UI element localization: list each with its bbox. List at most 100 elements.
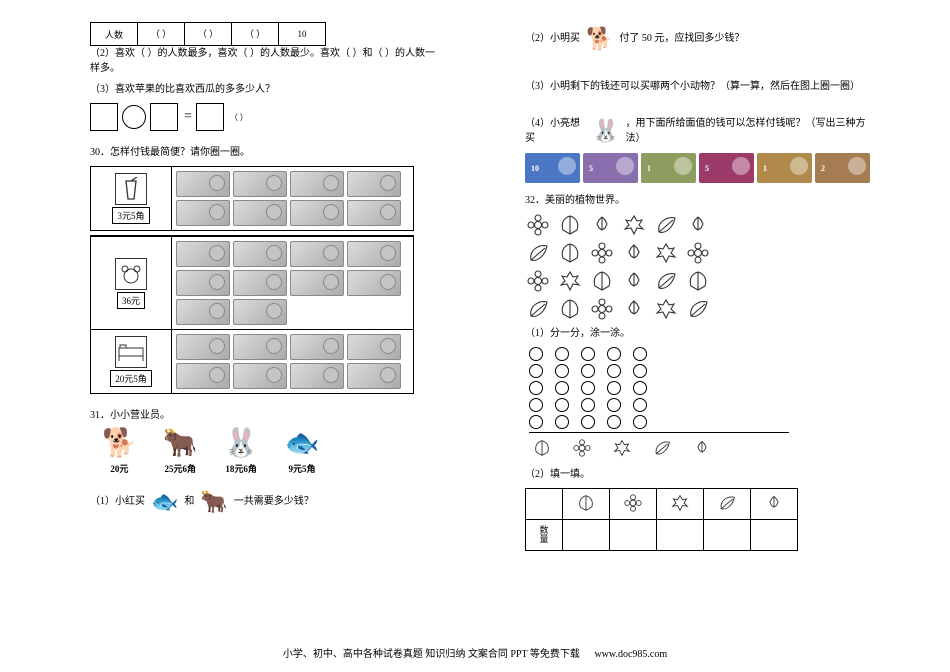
tally-circle[interactable] [581, 347, 595, 361]
tally-col-ginkgo[interactable] [529, 347, 543, 429]
tally-col-maple[interactable] [581, 347, 595, 429]
tally-col-rose[interactable] [633, 347, 647, 429]
q32-count-table: 数量 [525, 488, 798, 551]
tally-circle[interactable] [607, 398, 621, 412]
tally-circle[interactable] [555, 381, 569, 395]
tally-circle[interactable] [581, 381, 595, 395]
plant-leaf [655, 214, 677, 236]
banknote[interactable] [347, 200, 401, 226]
q31-sub1: （1）小红买 🐟 和 🐂 一共需要多少钱？ [90, 485, 435, 518]
banknote[interactable] [176, 334, 230, 360]
banknote[interactable] [233, 241, 287, 267]
banknote[interactable] [347, 334, 401, 360]
q29-cell-1[interactable]: （ ） [185, 23, 232, 46]
q31-sub2b: 付了 50 元，应找回多少钱？ [619, 31, 744, 46]
banknote[interactable] [233, 334, 287, 360]
tally-col-leaf[interactable] [607, 347, 621, 429]
page-footer: 小学、初中、高中各种试卷真题 知识归纳 文案合同 PPT 等免费下载 www.d… [0, 645, 950, 660]
q29-sub3: （3）喜欢苹果的比喜欢西瓜的多多少人？ [90, 82, 435, 97]
tally-circle[interactable] [607, 415, 621, 429]
banknote[interactable] [233, 171, 287, 197]
q30-title: 30．怎样付钱最简便？请你圈一圈。 [90, 145, 435, 160]
tbl-cell[interactable] [704, 520, 751, 551]
tbl-head-rose [751, 489, 798, 520]
tally-circle[interactable] [555, 364, 569, 378]
tally-circle[interactable] [607, 347, 621, 361]
q31-sub1c: 一共需要多少钱？ [234, 494, 314, 509]
bill-5: 5 [583, 153, 638, 183]
tally-circle[interactable] [555, 347, 569, 361]
footer-text: 小学、初中、高中各种试卷真题 知识归纳 文案合同 PPT 等免费下载 [283, 649, 580, 660]
q30-notes-2[interactable] [172, 330, 413, 393]
tally-circle[interactable] [607, 364, 621, 378]
q30-notes-1[interactable] [172, 237, 413, 329]
eq-box-3[interactable] [196, 103, 224, 131]
tally-circle[interactable] [581, 364, 595, 378]
banknote[interactable] [347, 241, 401, 267]
banknote[interactable] [347, 270, 401, 296]
q29-cell-0[interactable]: （ ） [138, 23, 185, 46]
tally-circle[interactable] [529, 398, 543, 412]
juice-icon [115, 173, 147, 205]
plant-leaf [527, 242, 549, 264]
tally-circle[interactable] [581, 398, 595, 412]
banknote[interactable] [290, 270, 344, 296]
eq-box-1[interactable] [90, 103, 118, 131]
tbl-cell[interactable] [751, 520, 798, 551]
shop-price-0: 20元 [110, 462, 128, 475]
tally-circle[interactable] [529, 381, 543, 395]
banknote[interactable] [176, 363, 230, 389]
tally-circle[interactable] [529, 364, 543, 378]
banknote[interactable] [233, 200, 287, 226]
tally-circle[interactable] [633, 347, 647, 361]
banknote[interactable] [290, 241, 344, 267]
bill-10: 10 [525, 153, 580, 183]
tally-circle[interactable] [633, 398, 647, 412]
bed-icon [115, 336, 147, 368]
tally-circle[interactable] [607, 381, 621, 395]
banknote[interactable] [176, 299, 230, 325]
q31-shop-row: 🐕 20元 🐂 25元6角 🐰 18元6角 🐟 9元5角 [102, 429, 435, 475]
banknote[interactable] [233, 270, 287, 296]
banknote[interactable] [176, 200, 230, 226]
tally-circle[interactable] [529, 347, 543, 361]
banknote[interactable] [176, 241, 230, 267]
q30-notes-0[interactable] [172, 167, 413, 230]
tally-circle[interactable] [555, 415, 569, 429]
q30-block-2: 36元 20元5角 [90, 235, 414, 394]
q29-table: 人数 （ ） （ ） （ ） 10 [90, 22, 326, 46]
banknote[interactable] [233, 363, 287, 389]
tbl-cell[interactable] [563, 520, 610, 551]
eq-op[interactable] [122, 105, 146, 129]
tbl-cell[interactable] [657, 520, 704, 551]
tally-circle[interactable] [633, 415, 647, 429]
banknote[interactable] [176, 270, 230, 296]
banknote[interactable] [290, 171, 344, 197]
q32-tally-grid[interactable] [529, 347, 870, 429]
fish-icon: 🐟 [151, 485, 178, 518]
tally-circle[interactable] [633, 381, 647, 395]
footer-url: www.doc985.com [594, 649, 667, 660]
q30-price-0: 3元5角 [112, 207, 149, 224]
legend-flower [571, 437, 593, 459]
tally-circle[interactable] [633, 364, 647, 378]
plant-rose [623, 298, 645, 320]
tally-circle[interactable] [555, 398, 569, 412]
legend-leaf [651, 437, 673, 459]
banknote[interactable] [290, 363, 344, 389]
eq-box-2[interactable] [150, 103, 178, 131]
banknote[interactable] [290, 334, 344, 360]
plant-ginkgo [559, 298, 581, 320]
tbl-cell[interactable] [610, 520, 657, 551]
banknote[interactable] [290, 200, 344, 226]
q32-legend-row [531, 437, 870, 459]
tally-circle[interactable] [581, 415, 595, 429]
tally-circle[interactable] [529, 415, 543, 429]
banknote[interactable] [233, 299, 287, 325]
q29-cell-2[interactable]: （ ） [232, 23, 279, 46]
banknote[interactable] [347, 171, 401, 197]
tally-col-flower[interactable] [555, 347, 569, 429]
banknote[interactable] [176, 171, 230, 197]
legend-ginkgo [531, 437, 553, 459]
banknote[interactable] [347, 363, 401, 389]
